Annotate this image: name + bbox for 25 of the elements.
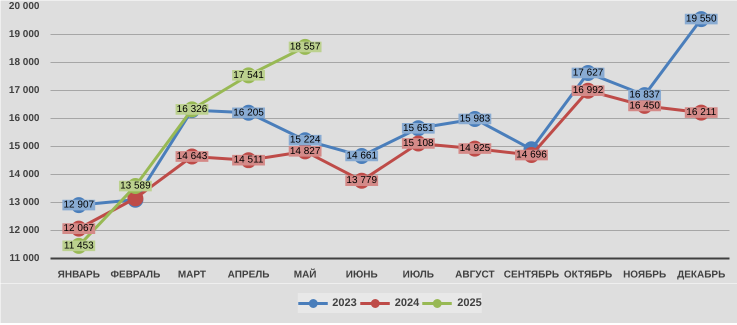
x-tick-label: МАЙ bbox=[294, 268, 317, 280]
x-tick-label: ОКТЯБРЬ bbox=[564, 270, 612, 280]
x-tick-label: АПРЕЛЬ bbox=[228, 270, 270, 280]
x-tick-label: ЯНВАРЬ bbox=[58, 270, 100, 280]
y-tick-label: 19 000 bbox=[8, 29, 40, 40]
y-tick-label: 12 000 bbox=[8, 225, 40, 236]
y-tick-label: 16 000 bbox=[8, 113, 40, 124]
x-tick-label: МАРТ bbox=[178, 270, 206, 280]
x-tick-label: ИЮНЬ bbox=[346, 270, 378, 280]
legend-label: 2023 bbox=[332, 297, 357, 309]
y-tick-label: 13 000 bbox=[8, 197, 40, 208]
x-tick-label: ДЕКАБРЬ bbox=[677, 270, 726, 280]
x-tick-label: НОЯБРЬ bbox=[623, 270, 666, 280]
y-tick-label: 14 000 bbox=[8, 169, 40, 180]
y-tick-label: 15 000 bbox=[8, 141, 40, 152]
y-tick-label: 17 000 bbox=[8, 85, 40, 96]
y-tick-label: 20 000 bbox=[8, 1, 40, 12]
legend-label: 2025 bbox=[457, 297, 482, 309]
x-tick-label: АВГУСТ bbox=[455, 270, 495, 280]
y-tick-label: 18 000 bbox=[8, 57, 40, 68]
x-tick-label: ИЮЛЬ bbox=[402, 270, 434, 280]
x-tick-label: ФЕВРАЛЬ bbox=[110, 270, 160, 280]
legend-label: 2024 bbox=[394, 297, 420, 309]
y-tick-label: 11 000 bbox=[9, 253, 40, 264]
x-tick-label: СЕНТЯБРЬ bbox=[504, 270, 560, 280]
